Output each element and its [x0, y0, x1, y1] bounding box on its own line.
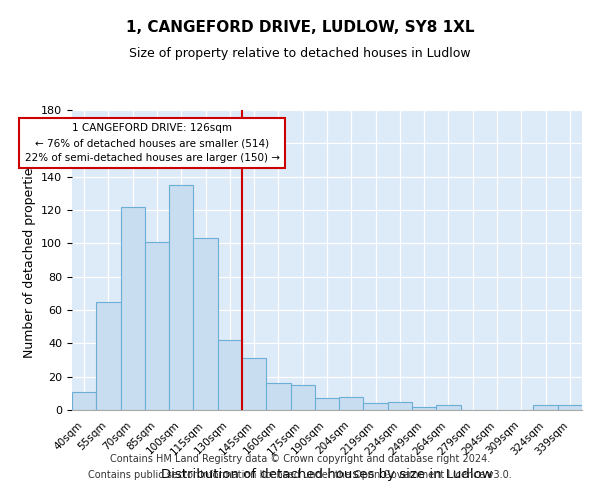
Bar — [121, 206, 145, 410]
Bar — [339, 396, 364, 410]
Bar — [218, 340, 242, 410]
Bar — [266, 384, 290, 410]
Bar — [169, 185, 193, 410]
Bar — [72, 392, 96, 410]
Text: Contains HM Land Registry data © Crown copyright and database right 2024.: Contains HM Land Registry data © Crown c… — [110, 454, 490, 464]
Text: 1 CANGEFORD DRIVE: 126sqm
← 76% of detached houses are smaller (514)
22% of semi: 1 CANGEFORD DRIVE: 126sqm ← 76% of detac… — [25, 124, 280, 163]
Bar — [315, 398, 339, 410]
Y-axis label: Number of detached properties: Number of detached properties — [23, 162, 35, 358]
Bar — [533, 405, 558, 410]
Bar — [558, 405, 582, 410]
Bar — [242, 358, 266, 410]
Text: Size of property relative to detached houses in Ludlow: Size of property relative to detached ho… — [129, 48, 471, 60]
Bar — [388, 402, 412, 410]
Bar — [364, 404, 388, 410]
Bar — [96, 302, 121, 410]
Bar — [193, 238, 218, 410]
Bar — [412, 406, 436, 410]
Bar — [290, 385, 315, 410]
Bar — [145, 242, 169, 410]
X-axis label: Distribution of detached houses by size in Ludlow: Distribution of detached houses by size … — [161, 468, 493, 480]
Text: Contains public sector information licensed under the Open Government Licence v3: Contains public sector information licen… — [88, 470, 512, 480]
Text: 1, CANGEFORD DRIVE, LUDLOW, SY8 1XL: 1, CANGEFORD DRIVE, LUDLOW, SY8 1XL — [126, 20, 474, 35]
Bar — [436, 405, 461, 410]
